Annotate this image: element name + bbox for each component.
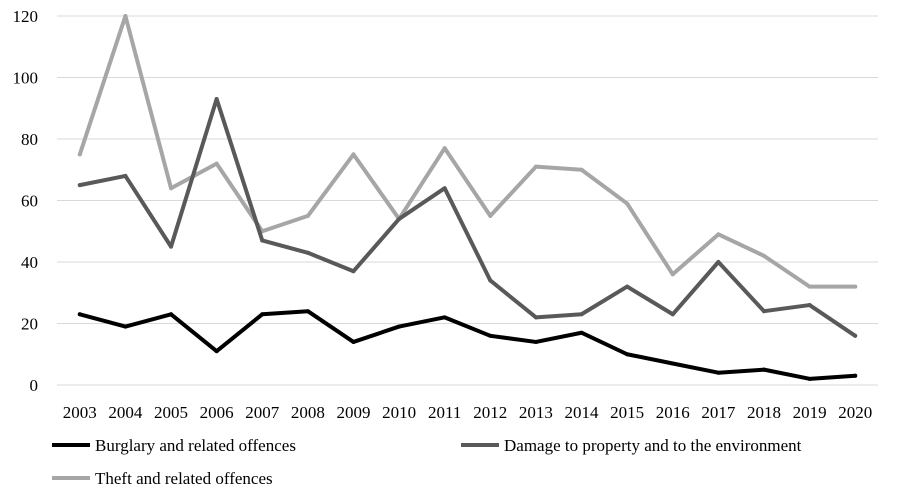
y-tick-label: 20 <box>21 315 38 334</box>
data-point <box>579 312 584 317</box>
data-point <box>260 312 265 317</box>
data-point <box>853 284 858 289</box>
data-point <box>761 367 766 372</box>
gridlines <box>57 15 878 386</box>
x-tick-label: 2016 <box>656 403 690 422</box>
data-point <box>77 183 82 188</box>
x-tick-label: 2006 <box>200 403 234 422</box>
data-point <box>123 14 128 18</box>
data-point <box>305 309 310 314</box>
y-tick-label: 100 <box>13 69 39 88</box>
data-point <box>77 152 82 157</box>
data-point <box>807 303 812 308</box>
x-tick-label: 2014 <box>565 403 600 422</box>
data-point <box>351 339 356 344</box>
data-point <box>533 339 538 344</box>
data-point <box>169 186 174 191</box>
x-tick-label: 2003 <box>63 403 97 422</box>
y-tick-label: 120 <box>13 7 39 26</box>
data-point <box>488 213 493 218</box>
x-tick-label: 2004 <box>108 403 143 422</box>
y-tick-label: 80 <box>21 130 38 149</box>
data-point <box>761 309 766 314</box>
x-tick-label: 2010 <box>382 403 416 422</box>
data-point <box>169 312 174 317</box>
data-point <box>807 376 812 381</box>
data-point <box>761 253 766 258</box>
legend-label-0: Burglary and related offences <box>95 436 296 455</box>
y-tick-label: 40 <box>21 253 38 272</box>
data-point <box>351 269 356 274</box>
data-point <box>716 260 721 264</box>
data-point <box>853 373 858 378</box>
data-point <box>807 284 812 289</box>
series-line-0 <box>77 309 858 381</box>
data-point <box>670 272 675 277</box>
data-point <box>716 232 721 237</box>
data-point <box>579 167 584 172</box>
data-point <box>670 361 675 366</box>
data-point <box>670 312 675 317</box>
data-point <box>442 315 447 320</box>
data-point <box>442 186 447 191</box>
y-axis-tick-labels: 0 20 40 60 80 100 120 <box>13 7 39 395</box>
data-point <box>716 370 721 375</box>
data-point <box>442 146 447 151</box>
x-tick-label: 2015 <box>610 403 644 422</box>
data-point <box>625 284 630 289</box>
x-tick-label: 2012 <box>473 403 507 422</box>
data-point <box>214 97 219 102</box>
data-point <box>77 312 82 317</box>
x-tick-label: 2008 <box>291 403 325 422</box>
x-axis-tick-labels: 2003 2004 2005 2006 2007 2008 2009 2010 2011 2012… <box>63 403 872 422</box>
x-tick-label: 2017 <box>701 403 736 422</box>
legend: Burglary and related offences Damage to p… <box>52 436 802 488</box>
data-point <box>305 213 310 218</box>
y-tick-label: 60 <box>21 192 38 211</box>
y-tick-label: 0 <box>30 376 39 395</box>
x-tick-label: 2007 <box>245 403 280 422</box>
data-point <box>579 330 584 335</box>
data-point <box>351 152 356 157</box>
data-point <box>533 315 538 320</box>
x-tick-label: 2011 <box>428 403 461 422</box>
data-point <box>214 161 219 166</box>
x-tick-label: 2005 <box>154 403 188 422</box>
series-lines <box>77 14 858 381</box>
legend-label-2: Theft and related offences <box>95 469 273 488</box>
series-line-1 <box>77 97 858 338</box>
data-point <box>123 173 128 178</box>
data-point <box>625 201 630 206</box>
data-point <box>625 352 630 357</box>
data-point <box>488 333 493 338</box>
data-point <box>397 216 402 221</box>
data-point <box>169 244 174 249</box>
x-tick-label: 2018 <box>747 403 781 422</box>
legend-label-1: Damage to property and to the environmen… <box>504 436 802 455</box>
data-point <box>260 238 265 243</box>
x-tick-label: 2019 <box>793 403 827 422</box>
series-line-2 <box>77 14 858 289</box>
data-point <box>488 278 493 283</box>
x-tick-label: 2020 <box>838 403 872 422</box>
x-tick-label: 2013 <box>519 403 553 422</box>
x-tick-label: 2009 <box>336 403 370 422</box>
data-point <box>533 164 538 169</box>
data-point <box>123 324 128 329</box>
data-point <box>214 349 219 354</box>
data-point <box>853 333 858 338</box>
data-point <box>305 250 310 255</box>
data-point <box>397 324 402 329</box>
